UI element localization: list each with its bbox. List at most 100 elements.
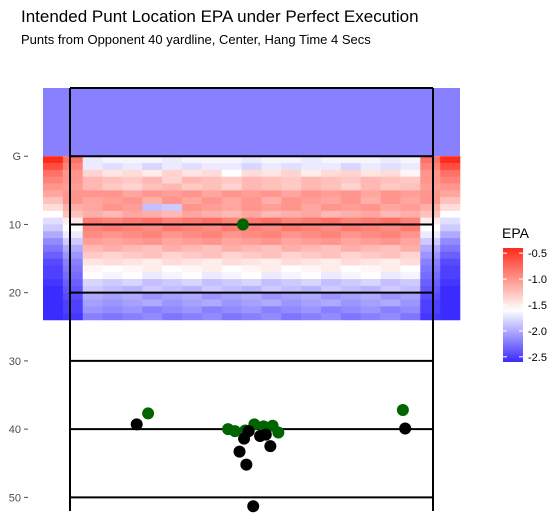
heatmap-cell xyxy=(162,183,183,191)
heatmap-cell xyxy=(400,210,421,218)
heatmap-cell xyxy=(142,231,163,239)
heatmap-cell xyxy=(142,251,163,259)
heatmap-cell xyxy=(82,190,103,198)
heatmap-cell xyxy=(281,197,302,205)
heatmap-cell xyxy=(360,190,381,198)
heatmap-cell xyxy=(420,156,441,164)
heatmap-cell xyxy=(241,224,262,232)
heatmap-cell xyxy=(162,224,183,232)
heatmap-cell xyxy=(321,238,342,246)
heatmap-cell xyxy=(62,169,84,177)
heatmap-cell xyxy=(182,285,203,293)
heatmap-cell xyxy=(241,285,262,293)
heatmap-cell xyxy=(82,176,103,184)
heatmap-cell xyxy=(380,258,401,266)
heatmap-cell xyxy=(241,265,262,273)
heatmap-cell xyxy=(340,197,362,205)
heatmap-cell xyxy=(62,313,84,321)
actual-punt-point xyxy=(130,418,143,431)
heatmap-cell xyxy=(162,176,183,184)
heatmap-cell xyxy=(162,231,183,239)
heatmap-cell xyxy=(241,292,262,300)
heatmap-cell xyxy=(281,238,302,246)
heatmap-cell xyxy=(182,265,203,273)
heatmap-cell xyxy=(360,197,381,205)
heatmap-cell xyxy=(102,279,123,287)
heatmap-cell xyxy=(82,163,103,171)
heatmap-cell xyxy=(221,285,242,293)
heatmap-cell xyxy=(62,258,84,266)
heatmap-cell xyxy=(241,163,262,171)
heatmap-cell xyxy=(340,285,362,293)
heatmap-cell xyxy=(420,169,441,177)
heatmap-cell xyxy=(420,217,441,225)
heatmap-cell xyxy=(281,163,302,171)
heatmap-cell xyxy=(122,285,143,293)
heatmap-cell xyxy=(62,217,84,225)
heatmap-cell xyxy=(122,203,143,212)
heatmap-cell xyxy=(241,231,262,239)
heatmap-cell xyxy=(102,197,123,205)
y-tick-label: 10 xyxy=(9,219,21,231)
heatmap-cell xyxy=(102,203,123,212)
heatmap-cell xyxy=(62,210,84,218)
heatmap-cell xyxy=(360,169,381,177)
heatmap-cell xyxy=(122,238,143,246)
heatmap-cell xyxy=(82,258,103,266)
heatmap-cell xyxy=(201,156,223,164)
heatmap-cell xyxy=(201,203,223,212)
heatmap-cell xyxy=(340,176,362,184)
heatmap-cell xyxy=(340,224,362,232)
heatmap-cell xyxy=(122,224,143,232)
heatmap-cell xyxy=(321,210,342,218)
heatmap-cell xyxy=(301,224,322,232)
heatmap-cell xyxy=(82,272,103,280)
heatmap-cell xyxy=(281,285,302,293)
heatmap-cell xyxy=(201,285,223,293)
heatmap-cell xyxy=(43,217,64,225)
heatmap-cell xyxy=(162,203,183,212)
legend-colorbar xyxy=(503,248,523,362)
heatmap-cell xyxy=(261,203,282,212)
heatmap-cell xyxy=(301,251,322,259)
heatmap-cell xyxy=(182,224,203,232)
heatmap-cell xyxy=(43,258,64,266)
heatmap-cell xyxy=(281,258,302,266)
heatmap-cell xyxy=(380,292,401,300)
heatmap-cell xyxy=(281,231,302,239)
heatmap-cell xyxy=(281,210,302,218)
heatmap-cell xyxy=(400,163,421,171)
heatmap-cell xyxy=(241,183,262,191)
heatmap-cell xyxy=(162,299,183,307)
heatmap-cell xyxy=(182,231,203,239)
chart-title: Intended Punt Location EPA under Perfect… xyxy=(21,7,419,26)
heatmap-cell xyxy=(400,190,421,198)
heatmap-cell xyxy=(102,285,123,293)
heatmap-cell xyxy=(221,217,242,225)
heatmap-cell xyxy=(102,190,123,198)
heatmap-cell xyxy=(221,163,242,171)
heatmap-cell xyxy=(261,231,282,239)
heatmap-cell xyxy=(400,272,421,280)
heatmap-cell xyxy=(261,244,282,253)
heatmap-cell xyxy=(340,313,362,321)
heatmap-cell xyxy=(62,279,84,287)
heatmap-cell xyxy=(241,258,262,266)
legend-title: EPA xyxy=(502,225,530,241)
heatmap-cell xyxy=(380,169,401,177)
heatmap-cell xyxy=(182,190,203,198)
heatmap-cell xyxy=(340,265,362,273)
heatmap-cell xyxy=(281,169,302,177)
heatmap-cell xyxy=(62,224,84,232)
heatmap-cell xyxy=(182,176,203,184)
heatmap-cell xyxy=(142,203,163,212)
heatmap-cell xyxy=(43,203,64,212)
heatmap-cell xyxy=(142,299,163,307)
heatmap-cell xyxy=(420,285,441,293)
heatmap-cell xyxy=(82,210,103,218)
heatmap-cell xyxy=(301,183,322,191)
heatmap-cell xyxy=(221,258,242,266)
heatmap-cell xyxy=(122,265,143,273)
heatmap-cell xyxy=(281,176,302,184)
heatmap-cell xyxy=(321,169,342,177)
